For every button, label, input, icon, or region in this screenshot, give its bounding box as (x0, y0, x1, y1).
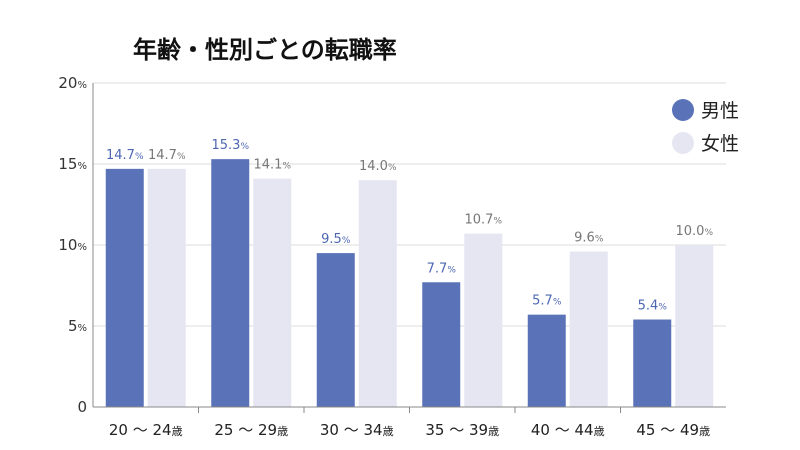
x-category-label: 45 〜 49歳 (636, 421, 710, 439)
bar-male (633, 319, 672, 407)
bar-male (316, 253, 355, 407)
x-category-label: 40 〜 44歳 (531, 421, 605, 439)
bar-male (422, 282, 461, 407)
data-label: 7.7% (427, 261, 457, 276)
y-tick-label: 0 (77, 398, 87, 416)
bar-female (464, 233, 503, 407)
chart-title: 年齢・性別ごとの転職率 (133, 36, 397, 64)
bar-male (211, 159, 250, 407)
data-label: 5.7% (532, 294, 562, 309)
bar-male (527, 314, 566, 407)
x-category-label: 30 〜 34歳 (320, 421, 394, 439)
bar-female (253, 178, 292, 407)
data-label: 14.0% (359, 159, 397, 174)
data-label: 5.4% (638, 299, 668, 314)
data-label: 15.3% (211, 138, 249, 153)
data-label: 9.5% (321, 232, 351, 247)
legend-label: 女性 (701, 133, 739, 155)
legend-swatch-male (672, 99, 694, 121)
y-tick-label: 10% (58, 236, 87, 254)
y-tick-label: 15% (58, 155, 87, 173)
data-label: 9.6% (574, 230, 604, 245)
y-tick-label: 20% (58, 74, 87, 92)
data-label: 10.7% (464, 213, 502, 228)
x-category-label: 25 〜 29歳 (214, 421, 288, 439)
legend-swatch-female (672, 132, 694, 154)
gridlines (93, 82, 726, 327)
legend-label: 男性 (701, 100, 739, 122)
bars (105, 159, 714, 407)
data-label: 14.1% (253, 158, 291, 173)
y-tick-label: 5% (68, 317, 87, 335)
data-label: 14.7% (106, 148, 144, 163)
data-label: 10.0% (675, 224, 713, 239)
data-labels: 14.7% 14.7% 15.3% 14.1% 9.5% 14.0% 7.7% 10.7% 5.… (106, 138, 713, 313)
bar-male (105, 168, 144, 407)
bar-female (358, 180, 397, 407)
bar-female (147, 168, 186, 407)
x-category-label: 35 〜 39歳 (425, 421, 499, 439)
bar-female (569, 251, 608, 407)
data-label: 14.7% (148, 148, 186, 163)
bar-female (675, 245, 714, 407)
x-category-label: 20 〜 24歳 (109, 421, 183, 439)
